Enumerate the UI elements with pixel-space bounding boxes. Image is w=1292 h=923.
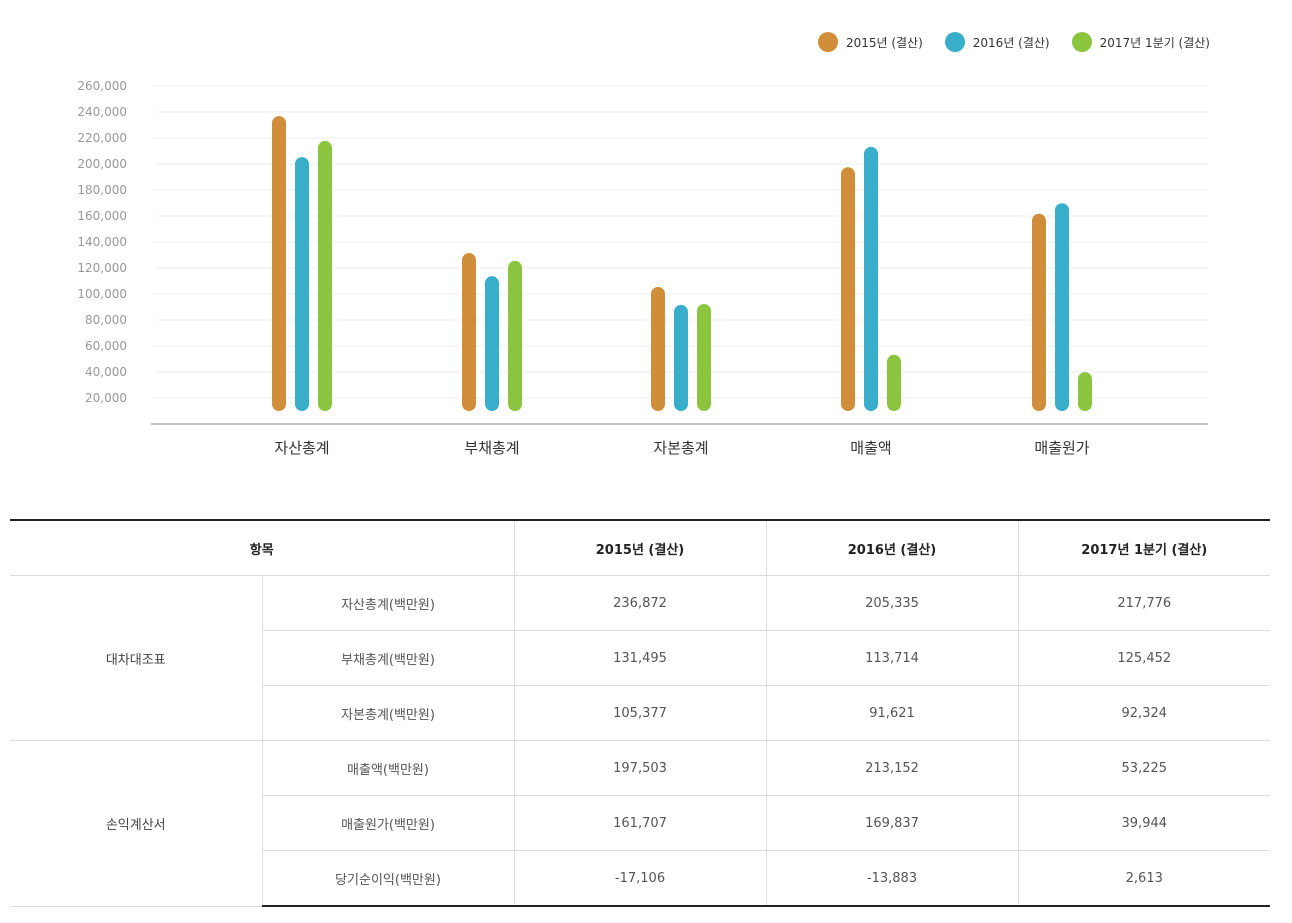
cell-2015: 105,377 <box>514 685 767 741</box>
cell-2016: 213,152 <box>766 740 1019 796</box>
table-row: 손익계산서 매출액(백만원) 197,503 213,152 53,225 <box>10 740 1271 907</box>
bar[interactable] <box>1078 372 1092 411</box>
cell-2016: -13,883 <box>766 850 1019 907</box>
bar[interactable] <box>697 303 711 411</box>
table-row: 대차대조표 자산총계(백만원) 236,872 205,335 217,776 <box>10 575 1271 741</box>
cell-2017q1: 53,225 <box>1018 740 1271 796</box>
bar[interactable] <box>272 116 286 411</box>
cell-2016: 169,837 <box>766 795 1019 851</box>
bar[interactable] <box>508 260 522 411</box>
cell-2017q1: 217,776 <box>1018 575 1271 631</box>
legend-label-2016: 2016년 (결산) <box>972 35 1050 50</box>
x-category-label: 자본총계 <box>653 439 708 457</box>
table-row: 매출원가(백만원) 161,707 169,837 39,944 <box>10 795 1271 851</box>
group-balance-sheet: 대차대조표 <box>10 575 263 741</box>
bar[interactable] <box>651 287 665 411</box>
y-tick-label: 260,000 <box>77 79 127 93</box>
legend-swatch-2017q1 <box>1071 32 1092 52</box>
bar[interactable] <box>864 146 878 411</box>
cell-2015: -17,106 <box>514 850 767 907</box>
y-tick-label: 180,000 <box>77 183 127 197</box>
cell-2015: 197,503 <box>514 740 767 796</box>
bar[interactable] <box>318 140 332 411</box>
row-item: 자산총계(백만원) <box>262 575 515 631</box>
bar[interactable] <box>295 157 309 411</box>
y-tick-label: 240,000 <box>77 105 127 119</box>
legend-item-2016[interactable]: 2016년 (결산) <box>944 32 1050 52</box>
chart-legend: 2015년 (결산) 2016년 (결산) 2017년 1분기 (결산) <box>817 32 1210 52</box>
financial-table: 항목 2015년 (결산) 2016년 (결산) 2017년 1분기 (결산) … <box>10 519 1271 907</box>
x-category-label: 매출원가 <box>1034 439 1089 457</box>
header-2016: 2016년 (결산) <box>766 519 1019 576</box>
bar[interactable] <box>462 253 476 411</box>
legend-swatch-2016 <box>944 32 965 52</box>
cell-2017q1: 92,324 <box>1018 685 1271 741</box>
cell-2017q1: 2,613 <box>1018 850 1271 907</box>
y-tick-label: 160,000 <box>77 209 127 223</box>
legend-label-2015: 2015년 (결산) <box>845 35 923 50</box>
legend-label-2017q1: 2017년 1분기 (결산) <box>1099 35 1210 50</box>
table-header-row: 항목 2015년 (결산) 2016년 (결산) 2017년 1분기 (결산) <box>10 519 1271 576</box>
row-item: 당기순이익(백만원) <box>262 850 515 907</box>
group-income-statement: 손익계산서 <box>10 740 263 907</box>
header-2015: 2015년 (결산) <box>514 519 767 576</box>
row-item: 매출액(백만원) <box>262 740 515 796</box>
bar[interactable] <box>674 304 688 411</box>
bar-chart: 20,000 40,000 60,000 80,000 100,000 120,000 14… <box>77 79 1208 457</box>
cell-2016: 91,621 <box>766 685 1019 741</box>
legend-item-2015[interactable]: 2015년 (결산) <box>817 32 923 52</box>
x-category-label: 부채총계 <box>464 439 519 457</box>
row-item: 매출원가(백만원) <box>262 795 515 851</box>
y-tick-label: 40,000 <box>85 365 127 379</box>
y-tick-label: 60,000 <box>85 339 127 353</box>
table-row: 부채총계(백만원) 131,495 113,714 125,452 <box>10 630 1271 686</box>
x-category-label: 매출액 <box>850 439 891 457</box>
header-item: 항목 <box>10 519 515 576</box>
bar[interactable] <box>1055 203 1069 411</box>
table-row: 당기순이익(백만원) -17,106 -13,883 2,613 <box>10 850 1271 907</box>
cell-2017q1: 39,944 <box>1018 795 1271 851</box>
legend-swatch-2015 <box>817 32 838 52</box>
cell-2017q1: 125,452 <box>1018 630 1271 686</box>
cell-2016: 113,714 <box>766 630 1019 686</box>
x-category-label: 자산총계 <box>274 439 329 457</box>
y-tick-label: 140,000 <box>77 235 127 249</box>
chart-area: 20,000 40,000 60,000 80,000 100,000 120,000 14… <box>77 32 1210 457</box>
row-item: 부채총계(백만원) <box>262 630 515 686</box>
row-item: 자본총계(백만원) <box>262 685 515 741</box>
table-row: 자본총계(백만원) 105,377 91,621 92,324 <box>10 685 1271 741</box>
cell-2016: 205,335 <box>766 575 1019 631</box>
y-tick-label: 220,000 <box>77 131 127 145</box>
y-tick-label: 20,000 <box>85 391 127 405</box>
bar[interactable] <box>841 167 855 411</box>
y-tick-label: 80,000 <box>85 313 127 327</box>
y-tick-label: 100,000 <box>77 287 127 301</box>
header-2017q1: 2017년 1분기 (결산) <box>1018 519 1271 576</box>
legend-item-2017q1[interactable]: 2017년 1분기 (결산) <box>1071 32 1210 52</box>
y-tick-label: 200,000 <box>77 157 127 171</box>
bar[interactable] <box>1032 213 1046 411</box>
cell-2015: 236,872 <box>514 575 767 631</box>
bar[interactable] <box>485 276 499 411</box>
cell-2015: 161,707 <box>514 795 767 851</box>
y-tick-label: 120,000 <box>77 261 127 275</box>
bar[interactable] <box>887 354 901 411</box>
cell-2015: 131,495 <box>514 630 767 686</box>
